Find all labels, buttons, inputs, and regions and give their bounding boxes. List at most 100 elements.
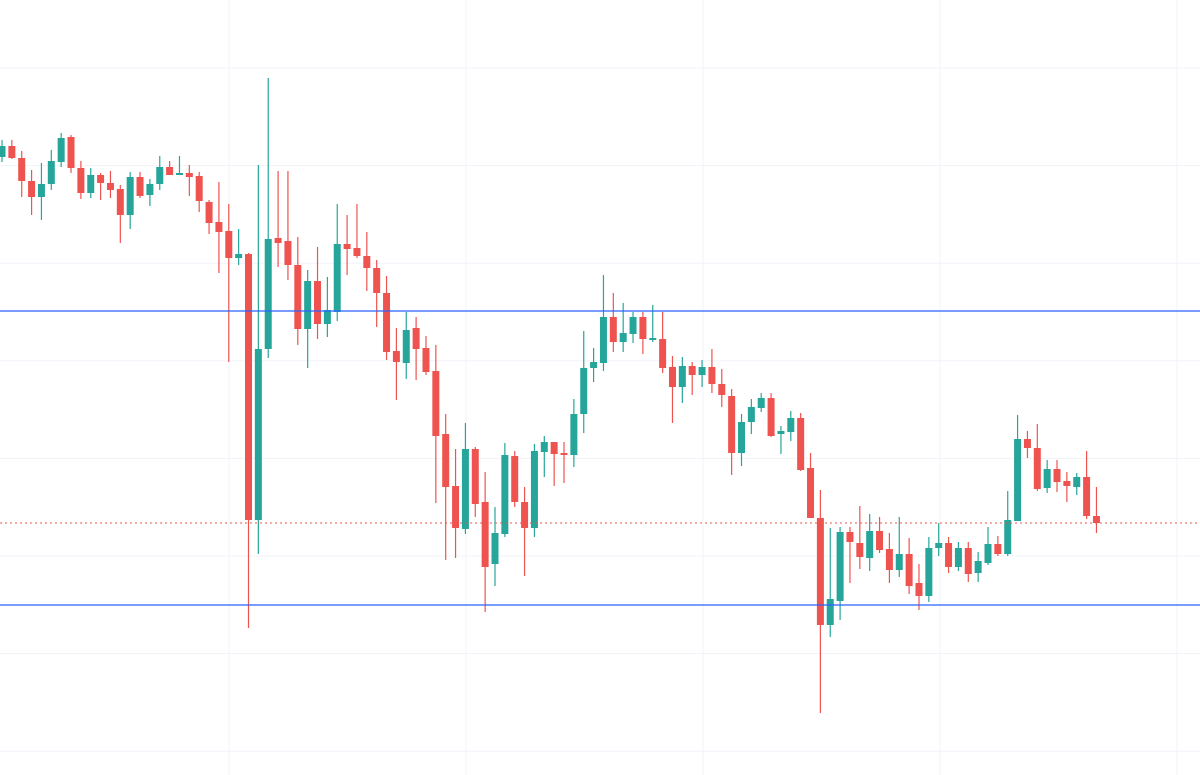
candle-down[interactable]: [521, 487, 529, 576]
candle-down[interactable]: [195, 172, 203, 212]
candle-down[interactable]: [994, 536, 1002, 556]
candle-down[interactable]: [885, 533, 893, 583]
candle-down[interactable]: [728, 389, 736, 475]
candle-down[interactable]: [1092, 487, 1100, 533]
candle-down[interactable]: [225, 204, 233, 362]
candle-down[interactable]: [915, 564, 923, 610]
candle-down[interactable]: [363, 232, 371, 291]
candle-down[interactable]: [718, 369, 726, 407]
candle-down[interactable]: [1033, 424, 1041, 491]
candle-down[interactable]: [856, 506, 864, 569]
candle-down[interactable]: [432, 345, 440, 503]
candle-down[interactable]: [688, 362, 696, 395]
candle-down[interactable]: [422, 336, 430, 375]
candle-down[interactable]: [550, 442, 558, 486]
candle-up[interactable]: [925, 537, 933, 602]
candle-up[interactable]: [333, 204, 341, 321]
candle-down[interactable]: [846, 527, 854, 583]
candle-down[interactable]: [945, 537, 953, 573]
candle-down[interactable]: [392, 328, 400, 400]
candle-down[interactable]: [185, 165, 193, 196]
candle-down[interactable]: [106, 171, 114, 198]
candle-down[interactable]: [1083, 451, 1091, 519]
candle-up[interactable]: [0, 140, 6, 162]
candle-down[interactable]: [708, 349, 716, 393]
candle-up[interactable]: [501, 443, 509, 537]
candle-down[interactable]: [215, 182, 223, 273]
candle-down[interactable]: [639, 312, 647, 354]
candle-up[interactable]: [304, 270, 312, 368]
candle-up[interactable]: [1014, 415, 1022, 521]
candle-up[interactable]: [787, 411, 795, 441]
candle-down[interactable]: [314, 247, 322, 339]
candle-up[interactable]: [37, 163, 45, 220]
candle-down[interactable]: [97, 173, 105, 200]
candle-down[interactable]: [8, 140, 16, 159]
candle-up[interactable]: [599, 275, 607, 371]
candle-up[interactable]: [590, 348, 598, 382]
candle-up[interactable]: [254, 165, 262, 554]
candle-down[interactable]: [876, 517, 884, 553]
candle-down[interactable]: [797, 413, 805, 471]
candle-down[interactable]: [383, 276, 391, 360]
candle-down[interactable]: [1023, 431, 1031, 458]
candle-down[interactable]: [807, 453, 815, 518]
candle-up[interactable]: [954, 542, 962, 571]
candle-up[interactable]: [1043, 460, 1051, 493]
candle-down[interactable]: [816, 490, 824, 713]
candle-down[interactable]: [18, 151, 26, 197]
candle-down[interactable]: [294, 237, 302, 345]
candle-down[interactable]: [964, 542, 972, 582]
candle-up[interactable]: [175, 156, 183, 175]
candle-up[interactable]: [57, 133, 65, 167]
candle-up[interactable]: [146, 179, 154, 206]
candle-up[interactable]: [866, 514, 874, 571]
candle-down[interactable]: [274, 171, 282, 267]
candle-down[interactable]: [481, 472, 489, 612]
candle-down[interactable]: [659, 312, 667, 373]
candle-down[interactable]: [373, 260, 381, 327]
candle-up[interactable]: [895, 517, 903, 577]
candle-down[interactable]: [511, 451, 519, 507]
candle-down[interactable]: [668, 356, 676, 423]
candle-down[interactable]: [353, 204, 361, 258]
candle-down[interactable]: [205, 200, 213, 234]
candle-up[interactable]: [580, 331, 588, 433]
candle-up[interactable]: [757, 393, 765, 412]
candle-up[interactable]: [87, 168, 95, 198]
candle-down[interactable]: [767, 393, 775, 437]
candle-down[interactable]: [905, 538, 913, 594]
candle-up[interactable]: [935, 523, 943, 556]
candle-up[interactable]: [323, 277, 331, 337]
candle-up[interactable]: [1004, 491, 1012, 556]
candle-up[interactable]: [629, 312, 637, 343]
candle-up[interactable]: [47, 150, 55, 190]
horizontal-lines[interactable]: [0, 310, 1200, 606]
candle-up[interactable]: [126, 172, 134, 229]
candle-up[interactable]: [974, 552, 982, 582]
candle-down[interactable]: [471, 447, 479, 517]
candle-down[interactable]: [245, 253, 252, 628]
candle-down[interactable]: [609, 293, 617, 352]
candle-down[interactable]: [442, 414, 450, 560]
candle-down[interactable]: [166, 161, 174, 175]
candle-up[interactable]: [461, 423, 469, 534]
candle-up[interactable]: [540, 436, 548, 477]
candle-up[interactable]: [698, 360, 706, 387]
candle-down[interactable]: [412, 317, 420, 380]
candle-up[interactable]: [678, 357, 686, 403]
candle-up[interactable]: [738, 414, 745, 466]
candle-down[interactable]: [28, 170, 36, 215]
candle-down[interactable]: [77, 161, 85, 199]
candle-up[interactable]: [570, 399, 578, 467]
candle-down[interactable]: [136, 172, 144, 198]
candle-down[interactable]: [284, 171, 292, 280]
candle-down[interactable]: [1053, 460, 1061, 492]
candle-up[interactable]: [156, 156, 164, 190]
candle-up[interactable]: [826, 528, 834, 637]
candle-down[interactable]: [67, 135, 75, 173]
candle-down[interactable]: [452, 449, 460, 558]
candle-up[interactable]: [402, 312, 410, 379]
candle-up[interactable]: [530, 444, 538, 537]
